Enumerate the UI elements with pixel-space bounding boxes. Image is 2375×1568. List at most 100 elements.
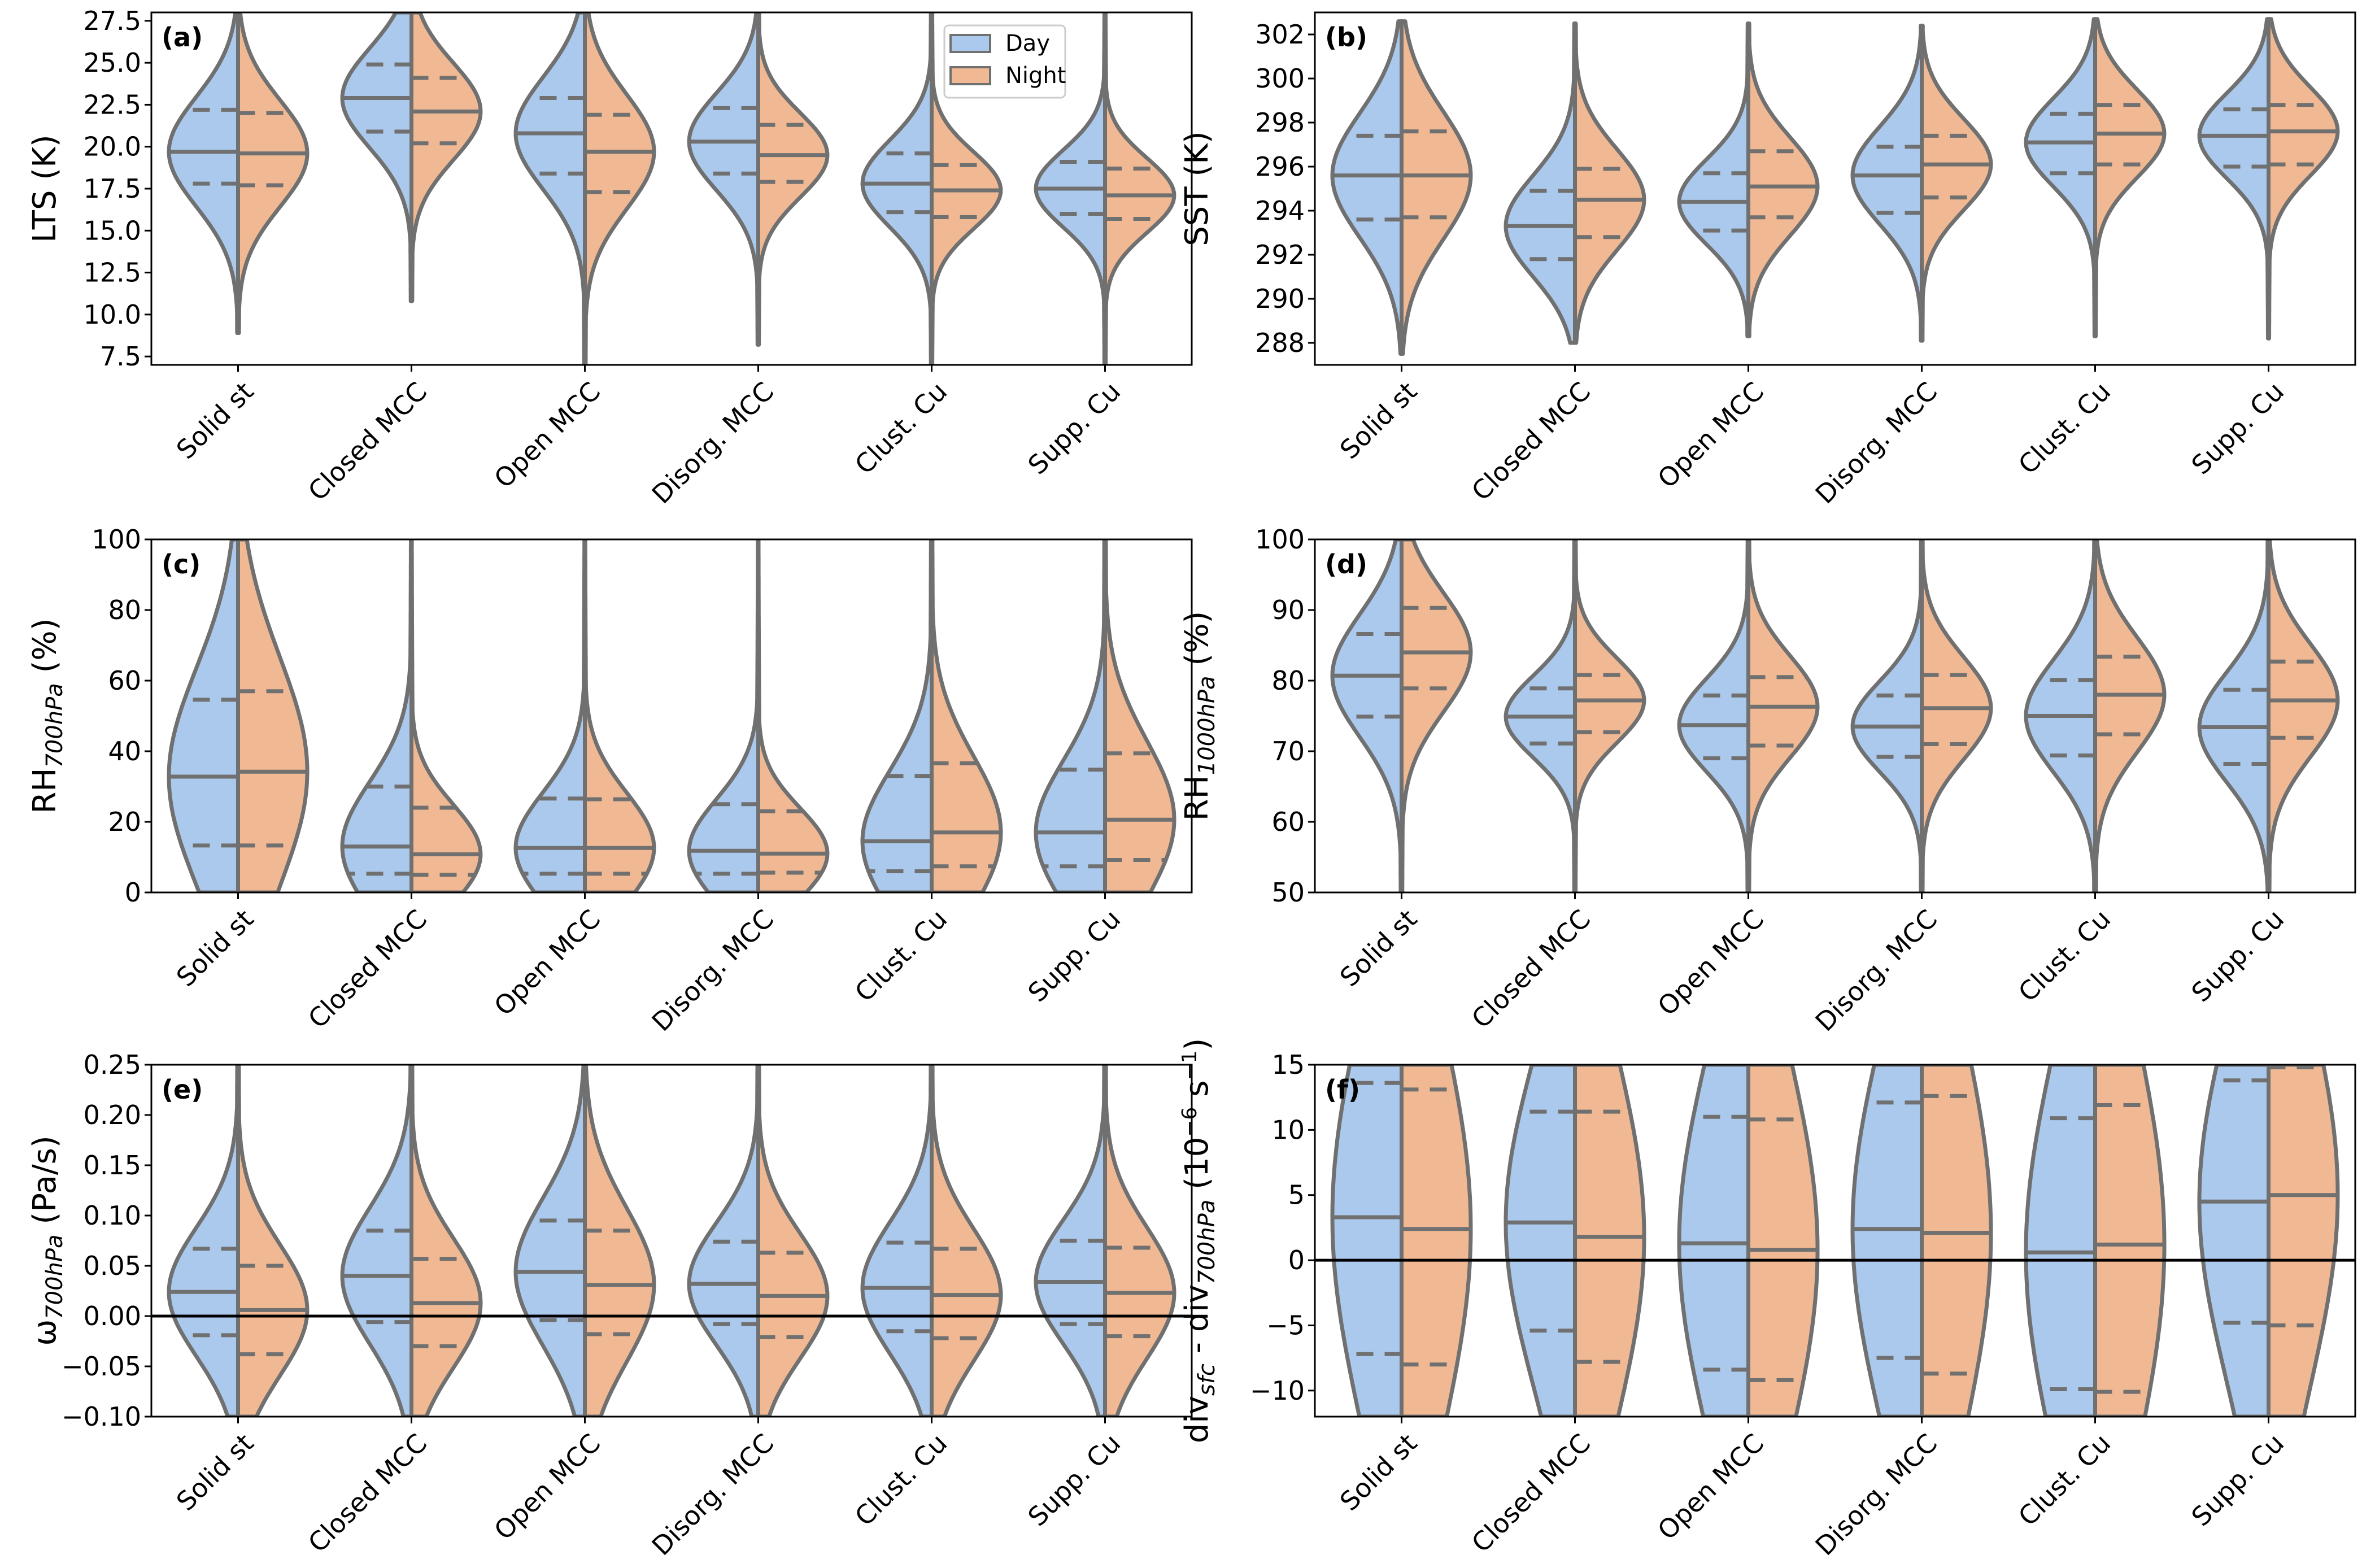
x-tick-label: Clust. Cu	[849, 904, 953, 1008]
violin-night-1	[1573, 539, 1646, 892]
panel-a: 7.5 10.0 12.5 15.0 17.5 20.0 22.5 25.0 27.5 Solid…	[27, 6, 1193, 510]
y-axis-label-part: )	[1179, 1038, 1215, 1051]
y-axis-label-part: s	[1179, 1081, 1215, 1107]
violin-day-4	[2024, 17, 2097, 338]
y-tick-label: 302	[1255, 19, 1305, 50]
y-axis-label-part: −1	[1178, 1051, 1201, 1081]
violin-night-5	[2267, 1065, 2340, 1417]
violin-night-0	[1400, 539, 1473, 892]
y-tick-label: 290	[1255, 284, 1305, 314]
panel-tag: (b)	[1325, 22, 1367, 53]
panel-tag: (c)	[162, 549, 201, 580]
y-tick-label: 12.5	[84, 258, 141, 288]
y-axis-label: RH1000hPa (%)	[1179, 611, 1220, 821]
violin-day-2	[1677, 539, 1750, 892]
plot-area	[1330, 1065, 2340, 1417]
y-tick-label: 90	[1271, 595, 1305, 625]
y-tick-label: 50	[1271, 877, 1305, 908]
y-axis-label-part: div	[1179, 1396, 1215, 1443]
violin-night-0	[236, 1065, 310, 1417]
x-tick-label: Supp. Cu	[1022, 904, 1127, 1008]
violin-day-1	[1504, 21, 1577, 345]
x-tick-label: Disorg. MCC	[1810, 904, 1943, 1038]
y-tick-label: 288	[1255, 328, 1305, 358]
violin-night-5	[1103, 1065, 1176, 1417]
y-tick-label: 40	[108, 736, 141, 766]
x-tick-label: Solid st	[171, 904, 259, 992]
violin-night-0	[236, 12, 310, 336]
y-axis-label-part: (%)	[27, 618, 63, 683]
violin-night-5	[2267, 17, 2340, 341]
x-tick-label: Solid st	[1334, 1428, 1423, 1517]
y-axis-label-part: 700hPa	[42, 1234, 68, 1319]
y-tick-label: 0.15	[84, 1150, 141, 1181]
x-tick-label: Clust. Cu	[849, 1428, 953, 1532]
y-axis-label-part: - div	[1179, 1284, 1215, 1364]
x-tick-label: Disorg. MCC	[646, 1428, 780, 1562]
y-axis-label-part: sfc	[1194, 1364, 1220, 1396]
violin-day-3	[687, 12, 760, 347]
violin-night-0	[236, 539, 310, 892]
panel-tag: (d)	[1325, 549, 1367, 580]
x-tick-label: Disorg. MCC	[1810, 376, 1943, 510]
x-tick-label: Closed MCC	[302, 376, 433, 507]
y-tick-label: 296	[1255, 151, 1305, 182]
y-tick-label: 100	[91, 524, 141, 555]
violin-day-0	[167, 12, 240, 336]
y-axis-label-part: SST (K)	[1179, 131, 1215, 246]
panel-d: 50 60 70 80 90 100 Solid st Closed MCC Open MCC D…	[1179, 524, 2356, 1038]
x-tick-label: Disorg. MCC	[646, 376, 780, 510]
x-tick-label: Supp. Cu	[1022, 376, 1127, 481]
violin-night-1	[409, 1065, 483, 1417]
axes-frame	[150, 1064, 1193, 1418]
x-tick-label: Clust. Cu	[2012, 904, 2116, 1008]
plot-area	[1330, 539, 2340, 892]
violin-night-3	[1920, 23, 1993, 343]
y-tick-label: 80	[108, 595, 141, 625]
y-tick-label: 60	[108, 665, 141, 696]
plot-area	[167, 1065, 1176, 1417]
y-axis-label-part: 700hPa	[42, 683, 68, 768]
x-tick-label: Solid st	[171, 376, 259, 465]
panel-e: −0.10 −0.05 0.00 0.05 0.10 0.15 0.20 0.25 Solid …	[27, 1049, 1193, 1562]
violin-night-2	[583, 12, 656, 365]
axes-frame	[1314, 538, 2356, 894]
x-tick-label: Open MCC	[1651, 904, 1770, 1022]
y-tick-label: 300	[1255, 63, 1305, 94]
y-axis-label-part: 700hPa	[1194, 1200, 1220, 1284]
violin-day-0	[1330, 19, 1404, 356]
y-axis-label: SST (K)	[1179, 131, 1215, 246]
panel-f: −10 −5 0 5 10 15 Solid st Closed MCC Open MCC Dis…	[1178, 1038, 2356, 1561]
violin-day-4	[2024, 1065, 2097, 1417]
y-tick-label: 294	[1255, 195, 1305, 226]
x-tick-label: Closed MCC	[302, 904, 433, 1034]
legend: Day Night	[943, 24, 1066, 99]
violin-day-1	[1504, 1065, 1577, 1417]
violin-night-4	[2093, 17, 2167, 338]
x-tick-label: Supp. Cu	[2186, 1428, 2290, 1532]
x-tick-label: Closed MCC	[1466, 1428, 1596, 1558]
violin-day-0	[1330, 1065, 1404, 1417]
violin-night-5	[1103, 539, 1176, 892]
violin-night-3	[756, 1065, 830, 1417]
legend-label-day: Day	[1005, 31, 1050, 56]
violin-day-3	[687, 539, 760, 892]
x-tick-label: Closed MCC	[302, 1428, 433, 1558]
plot-area	[167, 539, 1176, 892]
violin-day-5	[2197, 1065, 2271, 1417]
violin-night-4	[930, 1065, 1003, 1417]
y-tick-label: 10.0	[84, 299, 141, 330]
violin-night-4	[2093, 1065, 2167, 1417]
y-tick-label: 0.20	[84, 1100, 141, 1130]
violin-night-1	[1573, 21, 1646, 345]
violin-day-2	[1677, 21, 1750, 338]
y-tick-label: 25.0	[84, 47, 141, 78]
violin-day-1	[340, 1065, 413, 1417]
y-tick-label: 0.00	[84, 1301, 141, 1331]
y-tick-label: 15.0	[84, 215, 141, 246]
x-tick-label: Open MCC	[1651, 376, 1770, 494]
y-tick-label: 22.5	[84, 89, 141, 120]
axes-frame	[150, 538, 1193, 894]
violin-day-2	[1677, 1065, 1750, 1417]
